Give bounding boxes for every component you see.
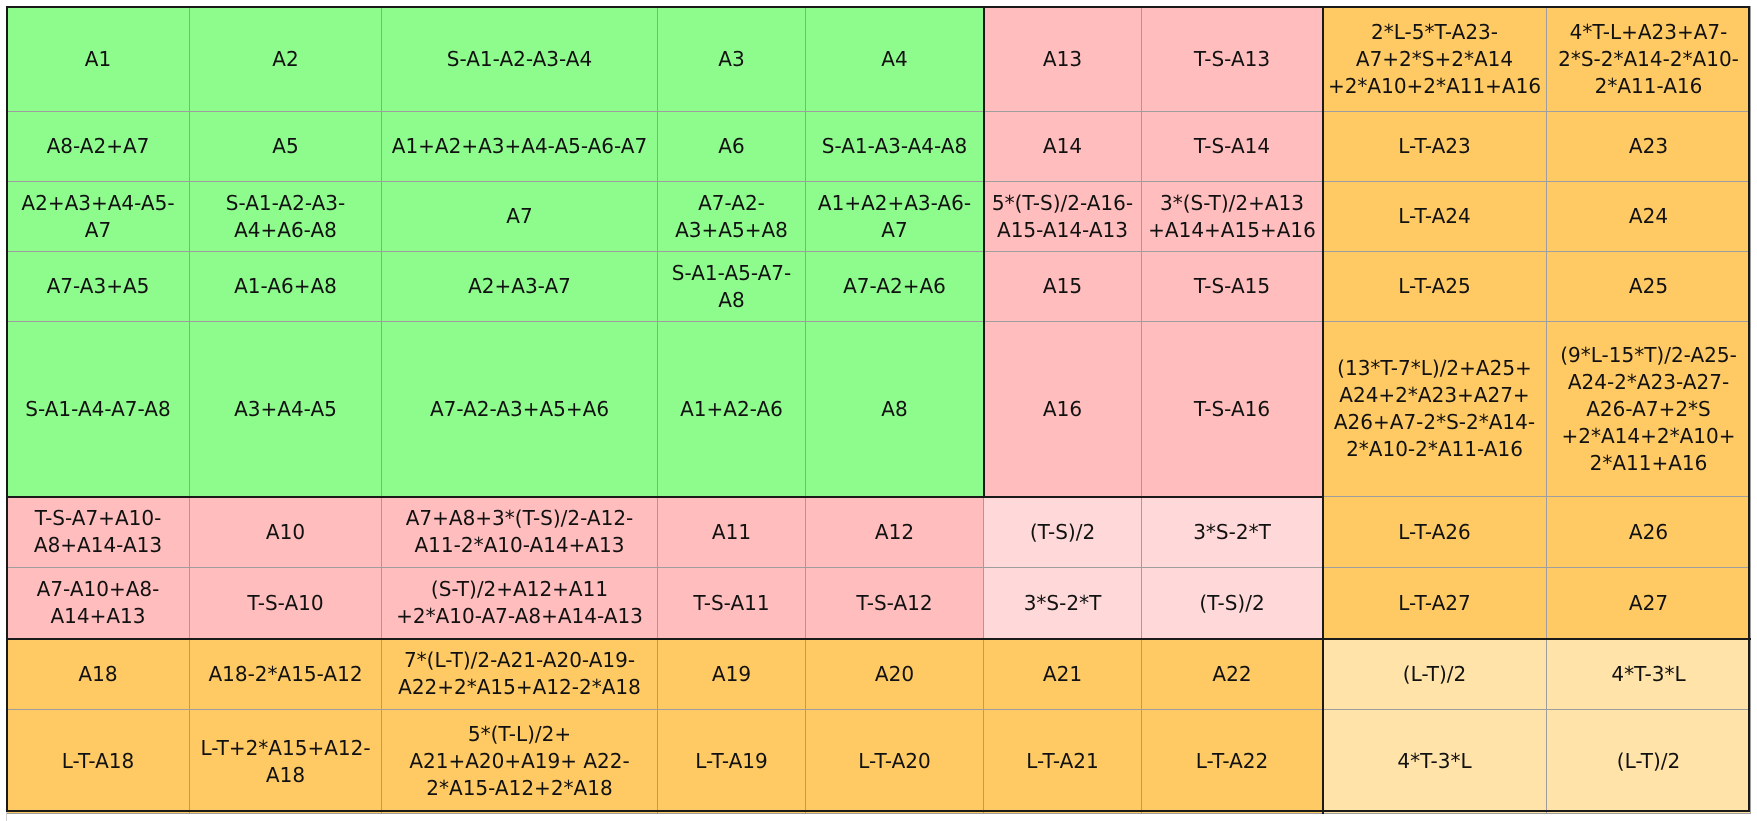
- cell-r1-c6[interactable]: A13: [983, 6, 1142, 112]
- cell-r6-c7[interactable]: 3*S-2*T: [1141, 496, 1323, 568]
- table-row: T-S-A7+A10-A8+A14-A13 A10 A7+A8+3*(T-S)/2-…: [6, 496, 1751, 568]
- cell-r2-c4[interactable]: A6: [657, 111, 806, 182]
- cell-r6-c2[interactable]: A10: [189, 496, 382, 568]
- cell-r8-c5[interactable]: A20: [805, 638, 984, 710]
- cell-r5-c2[interactable]: A3+A4-A5: [189, 321, 382, 497]
- cell-r4-c7[interactable]: T-S-A15: [1141, 251, 1323, 322]
- cell-r7-c4[interactable]: T-S-A11: [657, 567, 806, 639]
- cell-r2-c1[interactable]: A8-A2+A7: [6, 111, 190, 182]
- cell-r7-c1[interactable]: A7-A10+A8-A14+A13: [6, 567, 190, 639]
- cell-r9-c4[interactable]: L-T-A19: [657, 709, 806, 814]
- cell-r5-c4[interactable]: A1+A2-A6: [657, 321, 806, 497]
- cell-r9-c8[interactable]: 4*T-3*L: [1322, 709, 1547, 814]
- cell-r6-c9[interactable]: A26: [1546, 496, 1751, 568]
- cell-r3-c8[interactable]: L-T-A24: [1322, 181, 1547, 252]
- cell-r4-c9[interactable]: A25: [1546, 251, 1751, 322]
- cell-r7-c8[interactable]: L-T-A27: [1322, 567, 1547, 639]
- cell-r6-c6[interactable]: (T-S)/2: [983, 496, 1142, 568]
- cell-r1-c7[interactable]: T-S-A13: [1141, 6, 1323, 112]
- cell-r2-c3[interactable]: A1+A2+A3+A4-A5-A6-A7: [381, 111, 658, 182]
- cell-r3-c2[interactable]: S-A1-A2-A3-A4+A6-A8: [189, 181, 382, 252]
- cell-r5-c1[interactable]: S-A1-A4-A7-A8: [6, 321, 190, 497]
- cell-r9-c1[interactable]: L-T-A18: [6, 709, 190, 814]
- table-row: A2+A3+A4-A5-A7 S-A1-A2-A3-A4+A6-A8 A7 A7-A2…: [6, 181, 1751, 252]
- cell-r6-c4[interactable]: A11: [657, 496, 806, 568]
- table-row: A7-A10+A8-A14+A13 T-S-A10 (S-T)/2+A12+A11 …: [6, 567, 1751, 639]
- cell-r4-c3[interactable]: A2+A3-A7: [381, 251, 658, 322]
- table-row: S-A1-A4-A7-A8 A3+A4-A5 A7-A2-A3+A5+A6 A1+A2…: [6, 321, 1751, 497]
- cell-r1-c3[interactable]: S-A1-A2-A3-A4: [381, 6, 658, 112]
- cell-r1-c9[interactable]: 4*T-L+A23+A7-2*S-2*A14-2*A10-2*A11-A16: [1546, 6, 1751, 112]
- cell-r9-c5[interactable]: L-T-A20: [805, 709, 984, 814]
- cell-r2-c9[interactable]: A23: [1546, 111, 1751, 182]
- cell-r7-c7[interactable]: (T-S)/2: [1141, 567, 1323, 639]
- cell-r8-c6[interactable]: A21: [983, 638, 1142, 710]
- cell-r2-c6[interactable]: A14: [983, 111, 1142, 182]
- cell-r3-c9[interactable]: A24: [1546, 181, 1751, 252]
- cell-r7-c6[interactable]: 3*S-2*T: [983, 567, 1142, 639]
- formula-grid: A1 A2 S-A1-A2-A3-A4 A3 A4 A13 T-S-A13 2*L-5*T-A…: [6, 6, 1751, 814]
- cell-r8-c8[interactable]: (L-T)/2: [1322, 638, 1547, 710]
- cell-r4-c2[interactable]: A1-A6+A8: [189, 251, 382, 322]
- cell-r1-c1[interactable]: A1: [6, 6, 190, 112]
- cell-r8-c9[interactable]: 4*T-3*L: [1546, 638, 1751, 710]
- cell-r7-c9[interactable]: A27: [1546, 567, 1751, 639]
- cell-r6-c3[interactable]: A7+A8+3*(T-S)/2-A12-A11-2*A10-A14+A13: [381, 496, 658, 568]
- cell-r2-c8[interactable]: L-T-A23: [1322, 111, 1547, 182]
- cell-r3-c6[interactable]: 5*(T-S)/2-A16-A15-A14-A13: [983, 181, 1142, 252]
- cell-r1-c5[interactable]: A4: [805, 6, 984, 112]
- cell-r7-c2[interactable]: T-S-A10: [189, 567, 382, 639]
- cell-r6-c1[interactable]: T-S-A7+A10-A8+A14-A13: [6, 496, 190, 568]
- cell-r4-c1[interactable]: A7-A3+A5: [6, 251, 190, 322]
- cell-r3-c4[interactable]: A7-A2-A3+A5+A8: [657, 181, 806, 252]
- cell-r9-c7[interactable]: L-T-A22: [1141, 709, 1323, 814]
- cell-r5-c5[interactable]: A8: [805, 321, 984, 497]
- cell-r9-c6[interactable]: L-T-A21: [983, 709, 1142, 814]
- cell-r3-c5[interactable]: A1+A2+A3-A6-A7: [805, 181, 984, 252]
- cell-r2-c5[interactable]: S-A1-A3-A4-A8: [805, 111, 984, 182]
- table-row: A1 A2 S-A1-A2-A3-A4 A3 A4 A13 T-S-A13 2*L-5*T-A…: [6, 6, 1751, 112]
- cell-r5-c8[interactable]: (13*T-7*L)/2+A25+ A24+2*A23+A27+ A26+A7-…: [1322, 321, 1547, 497]
- cell-r1-c4[interactable]: A3: [657, 6, 806, 112]
- cell-r6-c5[interactable]: A12: [805, 496, 984, 568]
- cell-r4-c5[interactable]: A7-A2+A6: [805, 251, 984, 322]
- table-row: A8-A2+A7 A5 A1+A2+A3+A4-A5-A6-A7 A6 S-A1-A3-…: [6, 111, 1751, 182]
- cell-r4-c4[interactable]: S-A1-A5-A7-A8: [657, 251, 806, 322]
- cell-r6-c8[interactable]: L-T-A26: [1322, 496, 1547, 568]
- table-row: A18 A18-2*A15-A12 7*(L-T)/2-A21-A20-A19-A2…: [6, 638, 1751, 710]
- cell-r9-c3[interactable]: 5*(T-L)/2+ A21+A20+A19+ A22-2*A15-A12+2*…: [381, 709, 658, 814]
- empty-grid-area: [6, 812, 1751, 821]
- cell-r8-c1[interactable]: A18: [6, 638, 190, 710]
- cell-r9-c9[interactable]: (L-T)/2: [1546, 709, 1751, 814]
- cell-r4-c8[interactable]: L-T-A25: [1322, 251, 1547, 322]
- cell-r1-c8[interactable]: 2*L-5*T-A23-A7+2*S+2*A14 +2*A10+2*A11+A1…: [1322, 6, 1547, 112]
- cell-r9-c2[interactable]: L-T+2*A15+A12-A18: [189, 709, 382, 814]
- cell-r5-c9[interactable]: (9*L-15*T)/2-A25-A24-2*A23-A27-A26-A7+2*…: [1546, 321, 1751, 497]
- table-row: A7-A3+A5 A1-A6+A8 A2+A3-A7 S-A1-A5-A7-A8 A7-…: [6, 251, 1751, 322]
- cell-r3-c3[interactable]: A7: [381, 181, 658, 252]
- cell-r8-c3[interactable]: 7*(L-T)/2-A21-A20-A19-A22+2*A15+A12-2*A1…: [381, 638, 658, 710]
- cell-r5-c7[interactable]: T-S-A16: [1141, 321, 1323, 497]
- cell-r4-c6[interactable]: A15: [983, 251, 1142, 322]
- cell-r7-c3[interactable]: (S-T)/2+A12+A11 +2*A10-A7-A8+A14-A13: [381, 567, 658, 639]
- cell-r8-c4[interactable]: A19: [657, 638, 806, 710]
- cell-r1-c2[interactable]: A2: [189, 6, 382, 112]
- cell-r5-c6[interactable]: A16: [983, 321, 1142, 497]
- cell-r8-c2[interactable]: A18-2*A15-A12: [189, 638, 382, 710]
- cell-r3-c7[interactable]: 3*(S-T)/2+A13 +A14+A15+A16: [1141, 181, 1323, 252]
- cell-r5-c3[interactable]: A7-A2-A3+A5+A6: [381, 321, 658, 497]
- cell-r7-c5[interactable]: T-S-A12: [805, 567, 984, 639]
- table-row: L-T-A18 L-T+2*A15+A12-A18 5*(T-L)/2+ A21+A…: [6, 709, 1751, 814]
- cell-r3-c1[interactable]: A2+A3+A4-A5-A7: [6, 181, 190, 252]
- cell-r8-c7[interactable]: A22: [1141, 638, 1323, 710]
- cell-r2-c7[interactable]: T-S-A14: [1141, 111, 1323, 182]
- cell-r2-c2[interactable]: A5: [189, 111, 382, 182]
